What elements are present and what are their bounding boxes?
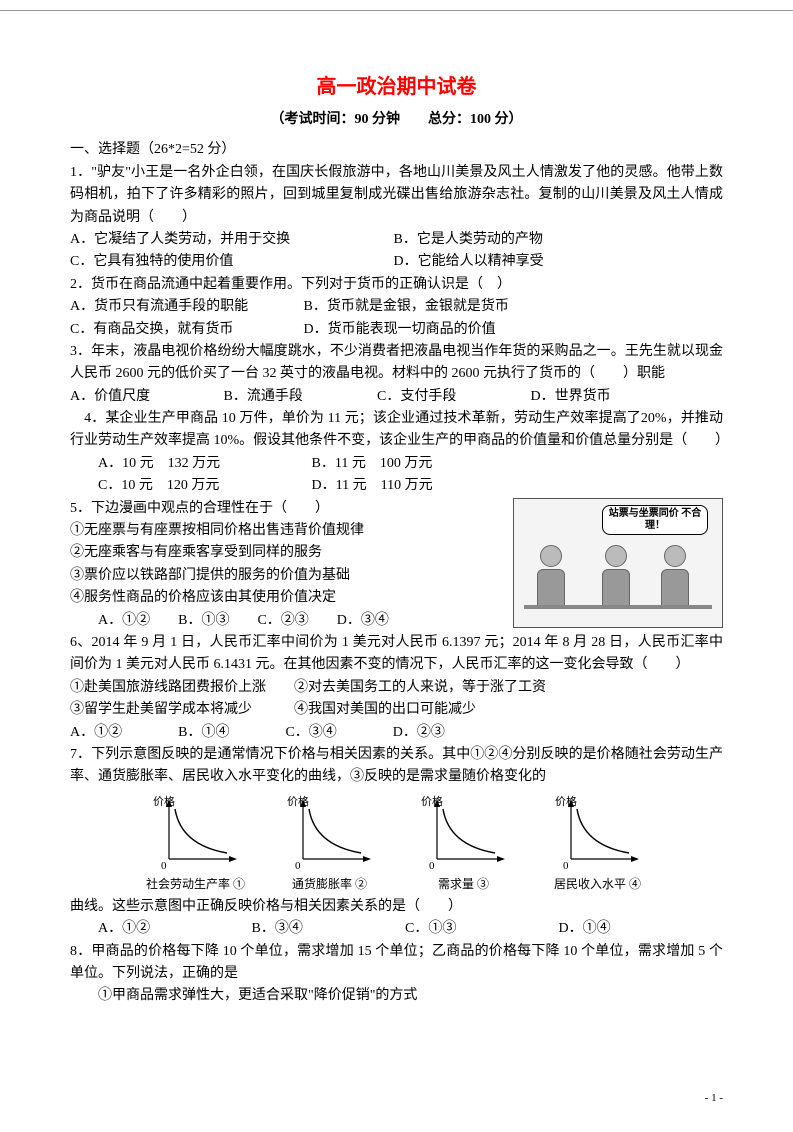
q2-opts-row2: C．有商品交换，就有货币 D．货币能表现一切商品的价值 bbox=[70, 319, 723, 341]
q7-opt-c: C．①③ bbox=[405, 918, 555, 940]
chart4-ylabel: 价格 bbox=[555, 795, 577, 808]
q4-opt-c: C．10 元 120 万元 bbox=[98, 475, 308, 497]
chart2-xlabel: 通货膨胀率 bbox=[292, 877, 352, 891]
q4-opt-b: B．11 元 100 万元 bbox=[312, 453, 433, 475]
q7-opt-d: D．①④ bbox=[559, 918, 611, 940]
q1-opt-a: A．它凝结了人类劳动，并用于交换 bbox=[70, 229, 390, 251]
q3-opt-c: C．支付手段 bbox=[377, 386, 527, 408]
q3-stem: 3．年末，液晶电视价格纷纷大幅度跳水，不少消费者把液晶电视当作年货的采购品之一。… bbox=[70, 341, 723, 386]
q2-opt-b: B．货币就是金银，金银就是货币 bbox=[304, 296, 509, 318]
q4-opts-row1: A．10 元 132 万元 B．11 元 100 万元 bbox=[70, 453, 723, 475]
exam-subtitle: （考试时间：90 分钟 总分：100 分） bbox=[70, 109, 723, 131]
q3-opt-b: B．流通手段 bbox=[224, 386, 374, 408]
chart1-num: ① bbox=[233, 877, 245, 891]
q3-opt-d: D．世界货币 bbox=[531, 386, 611, 408]
chart2-ylabel: 价格 bbox=[287, 795, 309, 808]
chart3-ylabel: 价格 bbox=[421, 795, 443, 808]
q5-cartoon: 站票与坐票同价 不合理！ bbox=[513, 498, 723, 628]
q3-opts: A．价值尺度 B．流通手段 C．支付手段 D．世界货币 bbox=[70, 386, 723, 408]
q8-stem: 8．甲商品的价格每下降 10 个单位，需求增加 15 个单位；乙商品的价格每下降… bbox=[70, 941, 723, 986]
q7-opt-a: A．①② bbox=[98, 918, 248, 940]
svg-text:0: 0 bbox=[563, 860, 569, 872]
q1-stem: 1．"驴友"小王是一名外企白领，在国庆长假旅游中，各地山川美景及风土人情激发了他… bbox=[70, 162, 723, 229]
q3-opt-a: A．价值尺度 bbox=[70, 386, 220, 408]
svg-text:0: 0 bbox=[295, 860, 301, 872]
q1-opt-b: B．它是人类劳动的产物 bbox=[394, 229, 543, 251]
q6-stem: 6、2014 年 9 月 1 日，人民币汇率中间价为 1 美元对人民币 6.13… bbox=[70, 632, 723, 677]
q4-opts-row2: C．10 元 120 万元 D．11 元 110 万元 bbox=[70, 475, 723, 497]
q7-opt-b: B．③④ bbox=[252, 918, 402, 940]
q4-opt-d: D．11 元 110 万元 bbox=[312, 475, 433, 497]
q7-opts: A．①② B．③④ C．①③ D．①④ bbox=[70, 918, 723, 940]
chart3-num: ③ bbox=[477, 877, 489, 891]
q7-charts: 价格 0 社会劳动生产率 ① 价格 0 通货膨胀率 ② bbox=[70, 795, 723, 894]
q4-opt-a: A．10 元 132 万元 bbox=[98, 453, 308, 475]
q1-opt-d: D．它能给人以精神享受 bbox=[394, 251, 544, 273]
q2-opt-c: C．有商品交换，就有货币 bbox=[70, 319, 300, 341]
q2-opt-d: D．货币能表现一切商品的价值 bbox=[304, 319, 496, 341]
q7-tail: 曲线。这些示意图中正确反映价格与相关因素关系的是（ ） bbox=[70, 896, 723, 918]
chart-3: 价格 0 需求量 ③ bbox=[409, 795, 519, 894]
exam-title: 高一政治期中试卷 bbox=[70, 71, 723, 103]
chart-1: 价格 0 社会劳动生产率 ① bbox=[141, 795, 251, 894]
q6-o1: ①赴美国旅游线路团费报价上涨 ②对去美国务工的人来说，等于涨了工资 bbox=[70, 677, 723, 699]
svg-text:0: 0 bbox=[161, 860, 167, 872]
cartoon-speech: 站票与坐票同价 不合理！ bbox=[602, 505, 708, 535]
page-number: - 1 - bbox=[705, 1090, 723, 1108]
q1-opts-row2: C．它具有独特的使用价值 D．它能给人以精神享受 bbox=[70, 251, 723, 273]
q1-opt-c: C．它具有独特的使用价值 bbox=[70, 251, 390, 273]
chart2-num: ② bbox=[355, 877, 367, 891]
q6-o2: ③留学生赴美留学成本将减少 ④我国对美国的出口可能减少 bbox=[70, 699, 723, 721]
q2-stem: 2．货币在商品流通中起着重要作用。下列对于货币的正确认识是（ ） bbox=[70, 274, 723, 296]
q6-opts: A．①② B．①④ C．③④ D．②③ bbox=[70, 722, 723, 744]
q2-opt-a: A．货币只有流通手段的职能 bbox=[70, 296, 300, 318]
q8-o1: ①甲商品需求弹性大，更适合采取"降价促销"的方式 bbox=[70, 985, 723, 1007]
chart4-xlabel: 居民收入水平 bbox=[554, 877, 626, 891]
chart1-xlabel: 社会劳动生产率 bbox=[146, 877, 230, 891]
chart3-xlabel: 需求量 bbox=[438, 877, 474, 891]
q7-stem: 7．下列示意图反映的是通常情况下价格与相关因素的关系。其中①②④分别反映的是价格… bbox=[70, 744, 723, 789]
chart-4: 价格 0 居民收入水平 ④ bbox=[543, 795, 653, 894]
section-1-header: 一、选择题（26*2=52 分） bbox=[70, 139, 723, 161]
chart4-num: ④ bbox=[629, 877, 641, 891]
chart1-ylabel: 价格 bbox=[153, 795, 175, 808]
q2-opts-row1: A．货币只有流通手段的职能 B．货币就是金银，金银就是货币 bbox=[70, 296, 723, 318]
q1-opts-row1: A．它凝结了人类劳动，并用于交换 B．它是人类劳动的产物 bbox=[70, 229, 723, 251]
chart-2: 价格 0 通货膨胀率 ② bbox=[275, 795, 385, 894]
svg-text:0: 0 bbox=[429, 860, 435, 872]
q4-stem: 4．某企业生产甲商品 10 万件，单价为 11 元；该企业通过技术革新，劳动生产… bbox=[70, 408, 723, 453]
